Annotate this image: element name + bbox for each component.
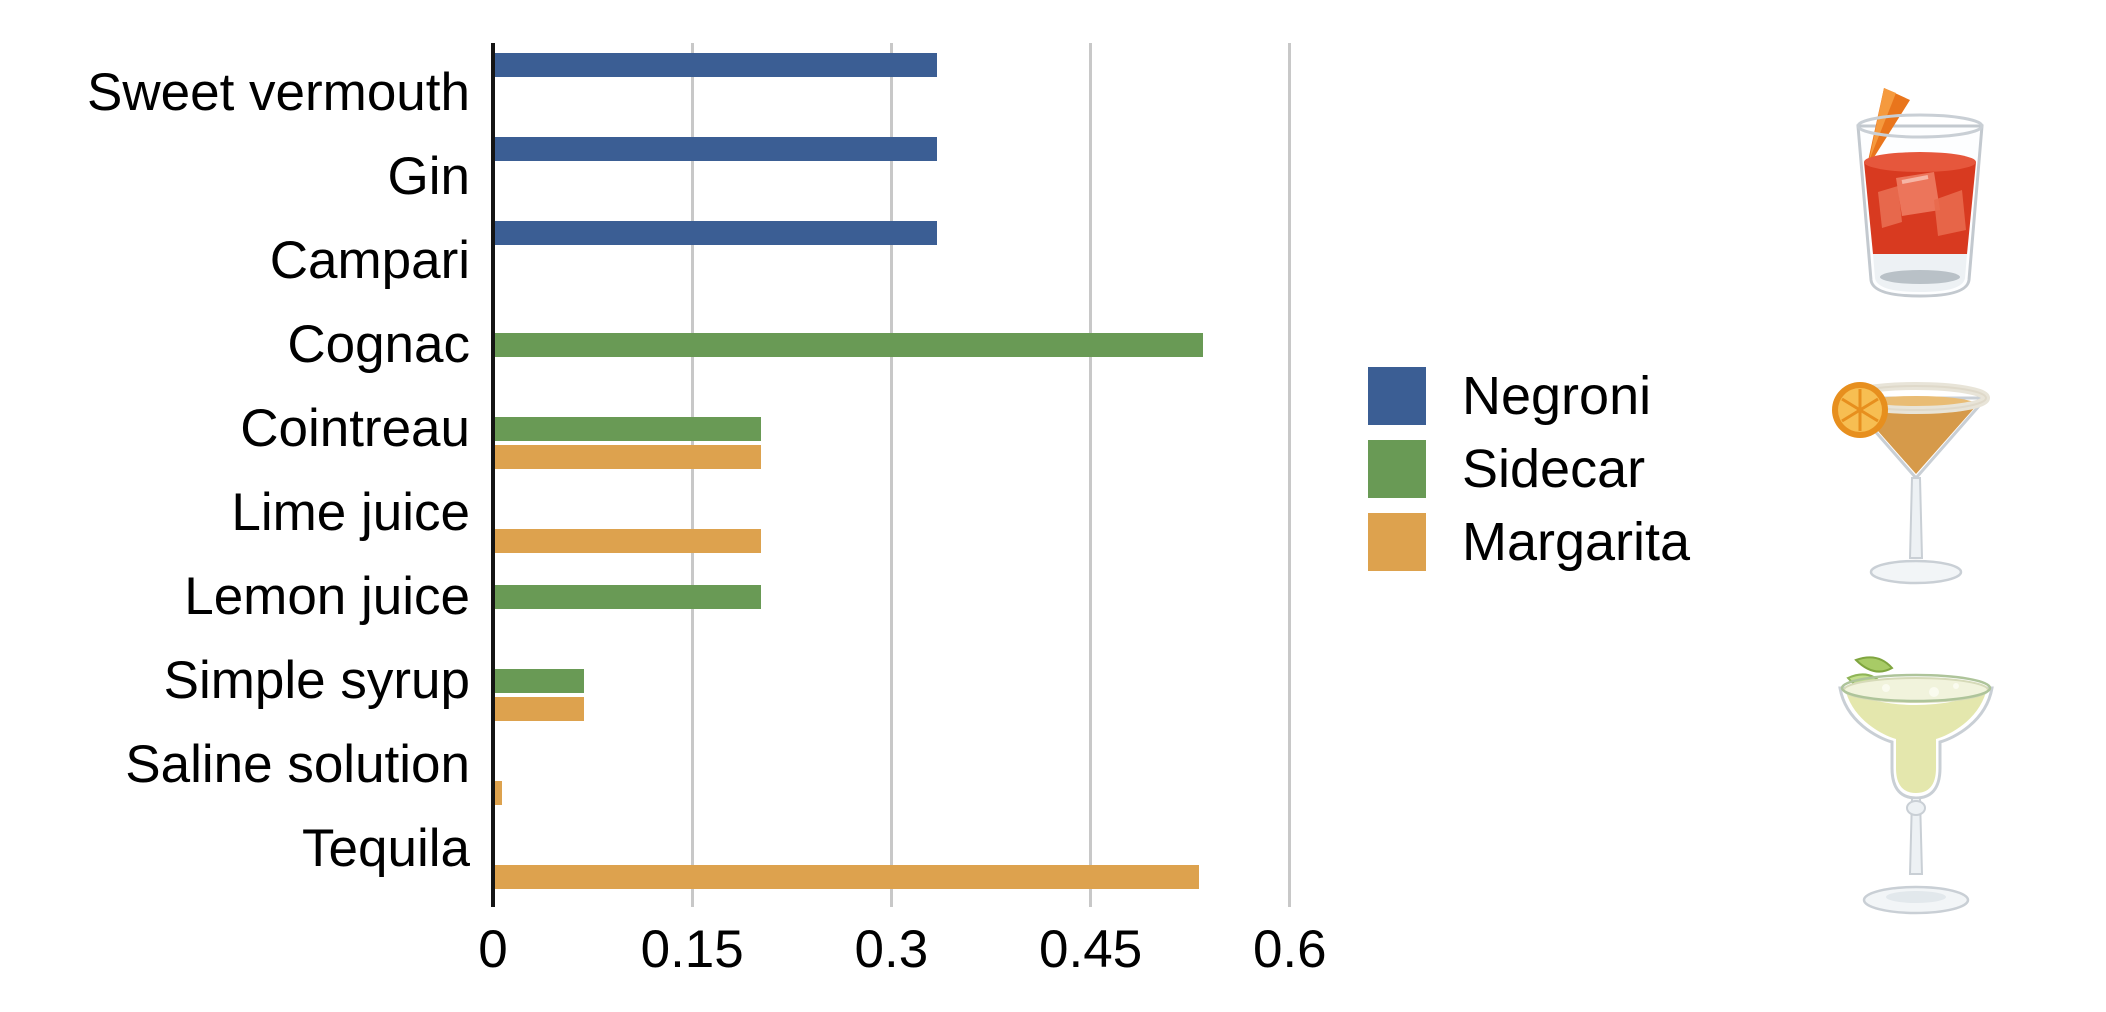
legend-swatch-sidecar xyxy=(1368,440,1426,498)
y-tick-label: Simple syrup xyxy=(163,651,470,710)
y-tick-label: Gin xyxy=(387,147,470,206)
margarita-glass-photo xyxy=(1838,656,1994,915)
x-gridline xyxy=(889,43,893,907)
bar-negroni-sweet-vermouth xyxy=(495,53,937,77)
bar-negroni-campari xyxy=(495,221,937,245)
y-tick-label: Cointreau xyxy=(240,399,470,458)
legend-label-negroni: Negroni xyxy=(1462,366,1652,426)
negroni-rocks-glass-photo xyxy=(1856,88,1984,298)
y-tick-label: Sweet vermouth xyxy=(87,63,470,122)
x-tick-label: 0 xyxy=(478,920,508,979)
sidecar-martini-glass-photo xyxy=(1832,382,1990,585)
x-gridline xyxy=(1089,43,1093,907)
bar-margarita-lime-juice xyxy=(495,529,761,553)
x-gridline xyxy=(690,43,694,907)
y-tick-label: Cognac xyxy=(287,315,470,374)
y-tick-label: Tequila xyxy=(302,819,470,878)
bar-sidecar-simple-syrup xyxy=(495,669,584,693)
bar-margarita-saline-solution xyxy=(495,781,502,805)
y-tick-label: Campari xyxy=(269,231,470,290)
y-tick-label: Saline solution xyxy=(125,735,470,794)
x-gridline xyxy=(1288,43,1292,907)
bar-sidecar-cointreau xyxy=(495,417,761,441)
x-tick-label: 0.6 xyxy=(1252,920,1327,979)
bar-sidecar-lemon-juice xyxy=(495,585,761,609)
y-tick-label: Lime juice xyxy=(231,483,470,542)
y-tick-label: Lemon juice xyxy=(184,567,470,626)
legend-swatch-negroni xyxy=(1368,367,1426,425)
x-tick-label: 0.45 xyxy=(1039,920,1143,979)
x-tick-label: 0.15 xyxy=(640,920,744,979)
y-axis-line xyxy=(491,43,495,907)
bar-margarita-simple-syrup xyxy=(495,697,584,721)
x-tick-label: 0.3 xyxy=(854,920,929,979)
bar-negroni-gin xyxy=(495,137,937,161)
bar-margarita-cointreau xyxy=(495,445,761,469)
legend-label-margarita: Margarita xyxy=(1462,512,1691,572)
bar-sidecar-cognac xyxy=(495,333,1203,357)
legend-label-sidecar: Sidecar xyxy=(1462,439,1646,499)
bar-margarita-tequila xyxy=(495,865,1199,889)
legend-swatch-margarita xyxy=(1368,513,1426,571)
orange-slice-garnish xyxy=(1832,382,1888,438)
